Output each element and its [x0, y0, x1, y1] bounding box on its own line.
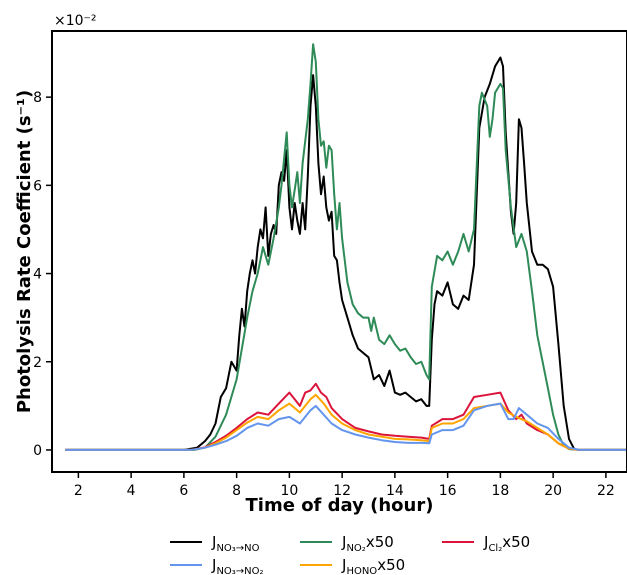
x-tick-label: 12: [333, 483, 351, 499]
x-tick-label: 14: [386, 483, 404, 499]
x-tick-label: 2: [74, 483, 83, 499]
legend: JNO₃→NO JNO₃→NO₂ JNO₂x50 JHONOx50 JCl₂x50: [170, 533, 530, 575]
series-layer: [65, 43, 627, 451]
x-tick-label: 6: [179, 483, 188, 499]
legend-label-jcl2: JCl₂x50: [483, 533, 530, 554]
legend-label-jhono: JHONOx50: [341, 556, 405, 575]
series-line-jno2: [65, 43, 627, 451]
x-axis-ticks: 2 4 6 8 10 12 14 16 18 20 22: [74, 472, 615, 499]
legend-label-jno3_no2: JNO₃→NO₂: [211, 556, 264, 575]
legend-label-jno2: JNO₂x50: [341, 533, 394, 554]
x-tick-label: 4: [127, 483, 136, 499]
y-axis-title: Photolysis Rate Coefficient (s⁻¹): [14, 90, 35, 413]
y-tick-label: 4: [33, 267, 42, 283]
series-line-jno3_no: [65, 56, 627, 451]
x-axis-title: Time of day (hour): [246, 495, 434, 516]
x-tick-label: 18: [491, 483, 509, 499]
x-tick-label: 22: [597, 483, 615, 499]
x-tick-label: 16: [439, 483, 457, 499]
legend-label-jno3_no: JNO₃→NO: [211, 533, 260, 554]
y-tick-label: 0: [33, 443, 42, 459]
y-multiplier-label: ×10⁻²: [54, 13, 97, 29]
x-tick-label: 10: [280, 483, 298, 499]
series-line-jhono: [65, 393, 627, 451]
y-tick-label: 8: [33, 90, 42, 106]
x-tick-label: 8: [232, 483, 241, 499]
x-tick-label: 20: [544, 483, 562, 499]
series-line-jcl2: [65, 382, 627, 451]
series-line-jno3_no2: [65, 402, 627, 451]
y-axis-ticks: 0 2 4 6 8: [33, 90, 52, 459]
y-tick-label: 2: [33, 355, 42, 371]
y-tick-label: 6: [33, 178, 42, 194]
plot-frame: [51, 30, 627, 473]
